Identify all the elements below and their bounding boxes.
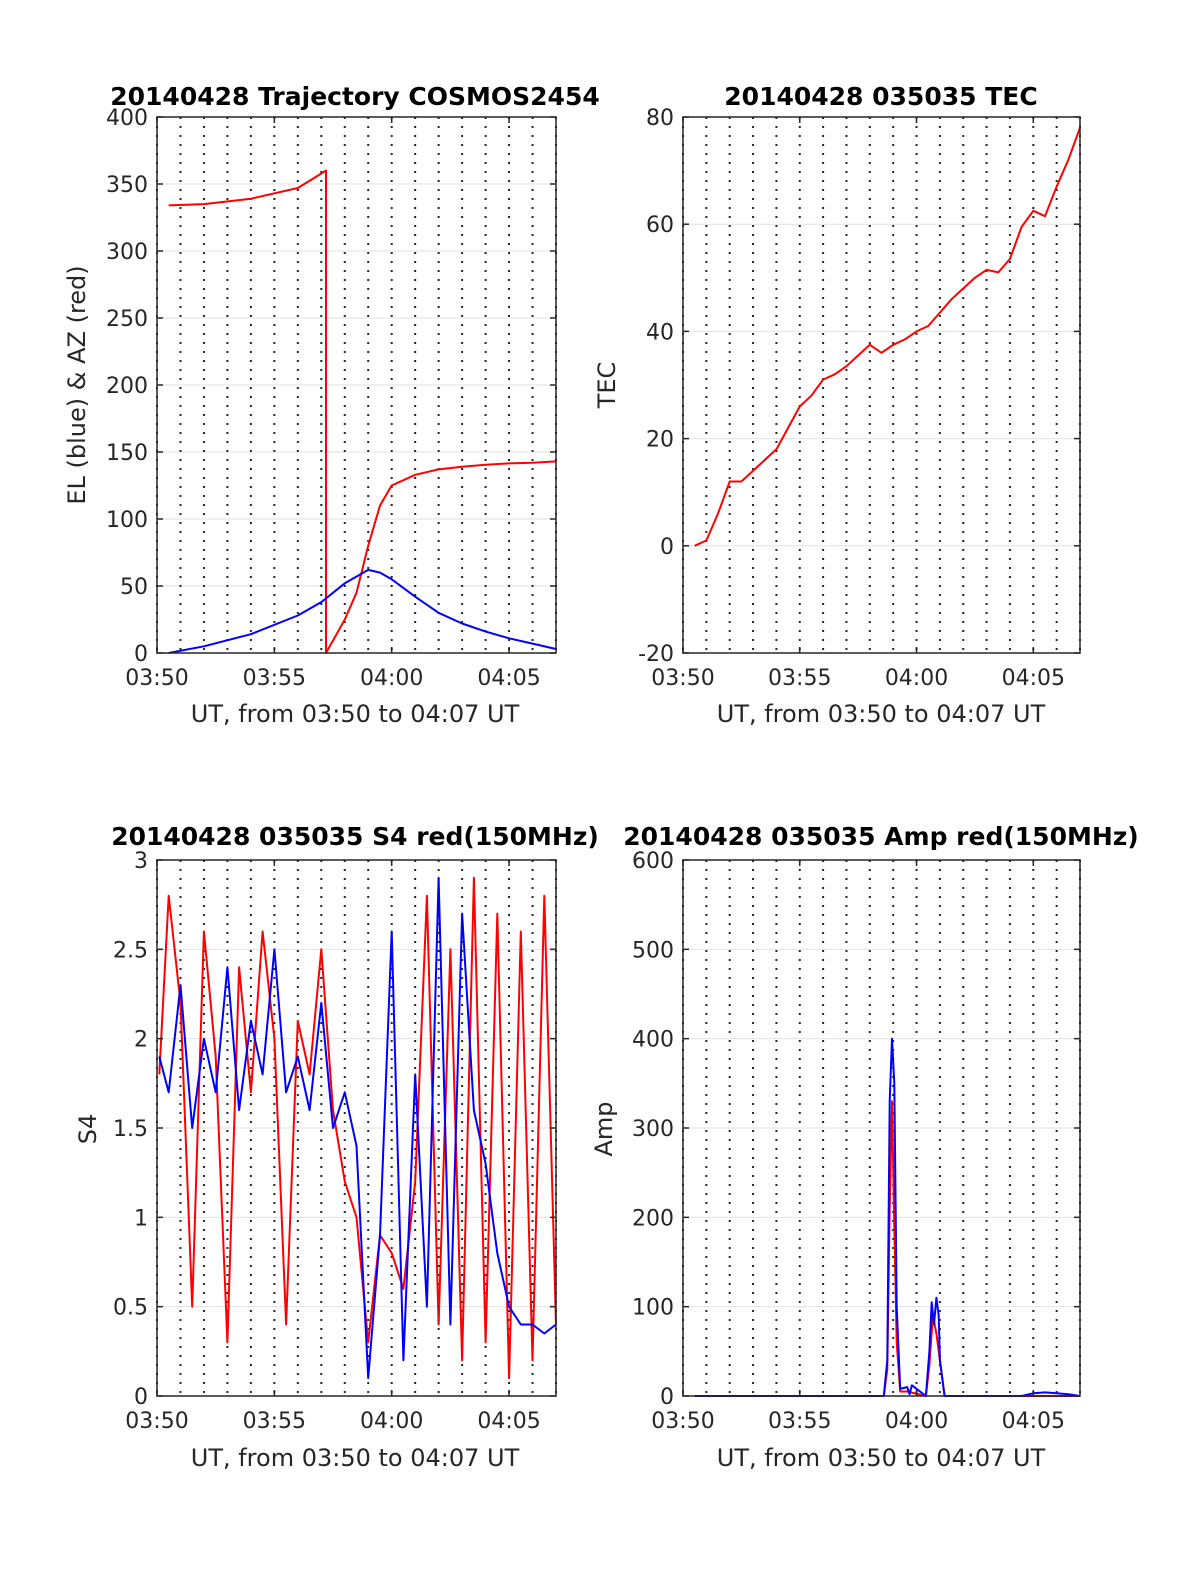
amp-y-tick-label: 300 — [632, 1117, 674, 1142]
trajectory-x-tick-label: 04:00 — [360, 666, 423, 691]
tec-x-tick-label: 04:05 — [1002, 666, 1065, 691]
trajectory-y-tick-label: 150 — [106, 441, 148, 466]
trajectory-y-label: EL (blue) & AZ (red) — [63, 265, 91, 504]
tec-y-label: TEC — [593, 362, 621, 410]
amp-y-tick-label: 500 — [632, 938, 674, 963]
trajectory-y-tick-label: 350 — [106, 173, 148, 198]
amp-y-tick-label: 600 — [632, 849, 674, 874]
tec-panel: 20140428 035035 TEC UT, from 03:50 to 04… — [593, 82, 1081, 728]
s4-y-tick-label: 2 — [134, 1028, 148, 1053]
amp-x-tick-label: 03:55 — [768, 1409, 831, 1434]
trajectory-y-tick-label: 0 — [134, 642, 148, 667]
amp-y-label: Amp — [590, 1101, 618, 1156]
amp-x-label: UT, from 03:50 to 04:07 UT — [717, 1444, 1046, 1472]
trajectory-x-tick-label: 03:50 — [125, 666, 188, 691]
s4-y-tick-label: 1 — [134, 1206, 148, 1231]
s4-x-tick-label: 03:50 — [125, 1409, 188, 1434]
tec-y-tick-label: 20 — [646, 428, 674, 453]
tec-y-tick-label: -20 — [638, 642, 674, 667]
tec-x-tick-label: 03:55 — [768, 666, 831, 691]
amp-y-tick-label: 0 — [660, 1385, 674, 1410]
s4-y-tick-label: 1.5 — [113, 1117, 148, 1142]
tec-y-tick-label: 40 — [646, 320, 674, 345]
s4-x-tick-label: 04:00 — [360, 1409, 423, 1434]
trajectory-series-red — [168, 169, 557, 654]
s4-y-tick-label: 2.5 — [113, 938, 148, 963]
s4-series-blue — [158, 876, 557, 1380]
trajectory-x-tick-label: 04:05 — [477, 666, 540, 691]
tec-x-tick-label: 03:50 — [651, 666, 714, 691]
tec-y-tick-label: 80 — [646, 106, 674, 131]
s4-panel: 20140428 035035 S4 red(150MHz) UT, from … — [74, 822, 599, 1472]
amp-title: 20140428 035035 Amp red(150MHz) — [623, 822, 1139, 851]
amp-y-tick-label: 100 — [632, 1296, 674, 1321]
tec-series-red — [694, 127, 1081, 547]
trajectory-y-tick-label: 200 — [106, 374, 148, 399]
trajectory-panel: 20140428 Trajectory COSMOS2454 UT, from … — [63, 82, 600, 728]
s4-y-tick-label: 3 — [134, 849, 148, 874]
trajectory-y-tick-label: 50 — [120, 575, 148, 600]
tec-x-label: UT, from 03:50 to 04:07 UT — [717, 700, 1046, 728]
amp-y-tick-label: 400 — [632, 1028, 674, 1053]
s4-y-tick-label: 0.5 — [113, 1296, 148, 1321]
s4-title: 20140428 035035 S4 red(150MHz) — [111, 822, 599, 851]
trajectory-y-tick-label: 250 — [106, 307, 148, 332]
amp-y-tick-label: 200 — [632, 1206, 674, 1231]
trajectory-y-tick-label: 300 — [106, 240, 148, 265]
s4-y-label: S4 — [74, 1114, 102, 1145]
trajectory-series-blue — [168, 568, 557, 654]
s4-x-tick-label: 04:05 — [477, 1409, 540, 1434]
tec-x-tick-label: 04:00 — [885, 666, 948, 691]
amp-panel: 20140428 035035 Amp red(150MHz) UT, from… — [590, 822, 1139, 1472]
tec-y-tick-label: 60 — [646, 213, 674, 238]
amp-x-tick-label: 04:05 — [1002, 1409, 1065, 1434]
tec-y-tick-label: 0 — [660, 535, 674, 560]
tec-title: 20140428 035035 TEC — [724, 82, 1037, 111]
s4-y-tick-label: 0 — [134, 1385, 148, 1410]
trajectory-x-tick-label: 03:55 — [243, 666, 306, 691]
trajectory-title: 20140428 Trajectory COSMOS2454 — [110, 82, 600, 111]
trajectory-y-tick-label: 100 — [106, 508, 148, 533]
trajectory-x-label: UT, from 03:50 to 04:07 UT — [191, 700, 520, 728]
trajectory-y-tick-label: 400 — [106, 106, 148, 131]
s4-x-tick-label: 03:55 — [243, 1409, 306, 1434]
amp-x-tick-label: 03:50 — [651, 1409, 714, 1434]
s4-x-label: UT, from 03:50 to 04:07 UT — [191, 1444, 520, 1472]
tec-axes-frame — [682, 116, 1081, 654]
amp-x-tick-label: 04:00 — [885, 1409, 948, 1434]
